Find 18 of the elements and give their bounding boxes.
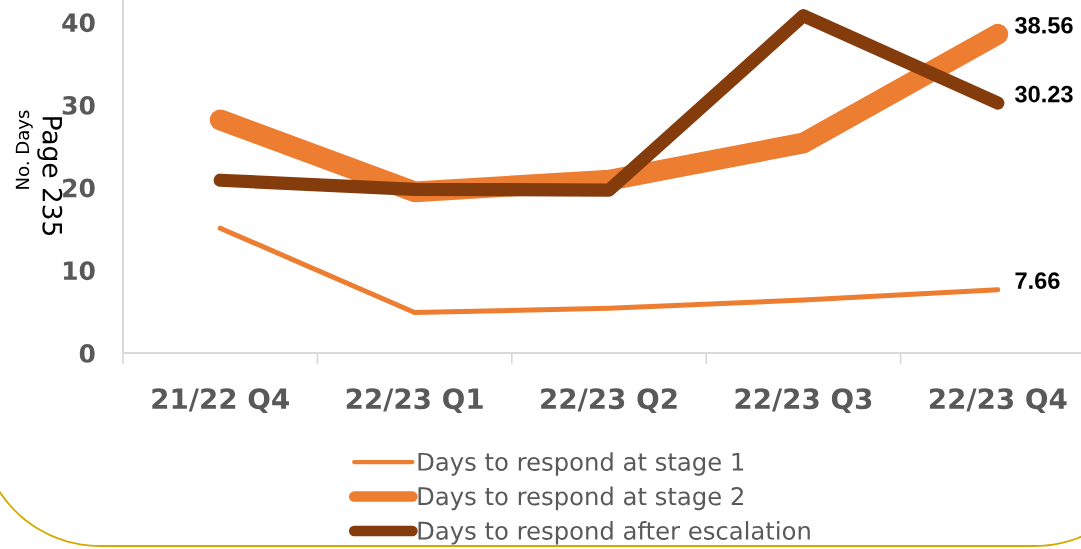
legend-label: Days to respond after escalation — [418, 521, 810, 545]
x-tick-label: 22/23 Q2 — [541, 388, 677, 413]
text: Page 235 — [37, 117, 63, 236]
y-axis-title: No. Days — [15, 110, 33, 189]
x-tick-label: 22/23 Q4 — [929, 388, 1067, 413]
legend-label: Days to respond at stage 1 — [418, 452, 744, 476]
legend-label: Days to respond at stage 2 — [418, 486, 743, 511]
y-tick-label: 40 — [62, 13, 95, 33]
y-tick-label: 0 — [79, 343, 95, 363]
data-label: 7.66 — [1015, 272, 1060, 290]
x-tick-label: 22/23 Q3 — [735, 388, 872, 413]
data-label: 38.56 — [1015, 16, 1073, 34]
x-tick-label: 22/23 Q1 — [346, 388, 483, 413]
data-label: 30.23 — [1015, 85, 1073, 103]
y-tick-label: 20 — [63, 178, 95, 198]
y-tick-label: 10 — [63, 261, 95, 281]
y-tick-label: 30 — [62, 95, 95, 115]
x-tick-label: 21/22 Q4 — [152, 388, 289, 413]
